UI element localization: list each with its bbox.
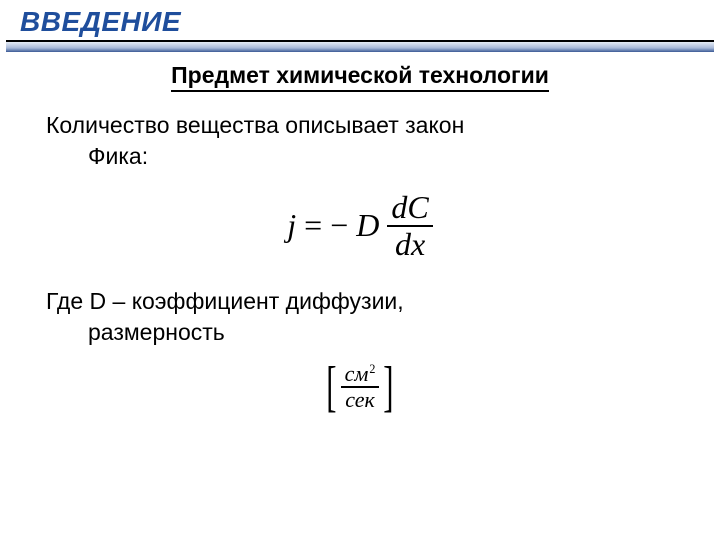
left-bracket-icon: [ xyxy=(326,365,336,410)
f1-num: dC xyxy=(387,190,432,225)
formula-fick: j = −D dC dx xyxy=(46,190,674,262)
f1-den: dx xyxy=(391,227,429,262)
f2-num-exp: 2 xyxy=(369,362,375,376)
right-bracket-icon: ] xyxy=(384,365,394,410)
f2-num-base: см xyxy=(345,361,369,386)
subtitle: Предмет химической технологии xyxy=(171,62,549,92)
f2-den: сек xyxy=(341,388,379,412)
f1-fraction: dC dx xyxy=(387,190,432,262)
f1-sign: − xyxy=(330,204,348,247)
paragraph-1: Количество вещества описывает закон Фика… xyxy=(46,110,674,172)
para1-line2: Фика: xyxy=(46,141,674,172)
page-title: ВВЕДЕНИЕ xyxy=(20,6,700,38)
title-block: ВВЕДЕНИЕ xyxy=(0,0,720,38)
para2-line1: Где D – коэффициент диффузии, xyxy=(46,288,404,314)
f1-coef: D xyxy=(356,204,379,247)
para2-line2: размерность xyxy=(46,317,674,348)
gradient-band xyxy=(6,42,714,52)
subtitle-wrap: Предмет химической технологии xyxy=(0,62,720,92)
slide: ВВЕДЕНИЕ Предмет химической технологии К… xyxy=(0,0,720,540)
body: Количество вещества описывает закон Фика… xyxy=(0,92,720,413)
f1-eq: = xyxy=(304,204,322,247)
f1-lhs: j xyxy=(287,204,296,247)
para1-line1: Количество вещества описывает закон xyxy=(46,112,464,138)
f2-num: см2 xyxy=(341,362,380,386)
paragraph-2: Где D – коэффициент диффузии, размерност… xyxy=(46,286,674,348)
f2-fraction: см2 сек xyxy=(341,362,380,412)
formula-units: [ см2 сек ] xyxy=(46,362,674,413)
